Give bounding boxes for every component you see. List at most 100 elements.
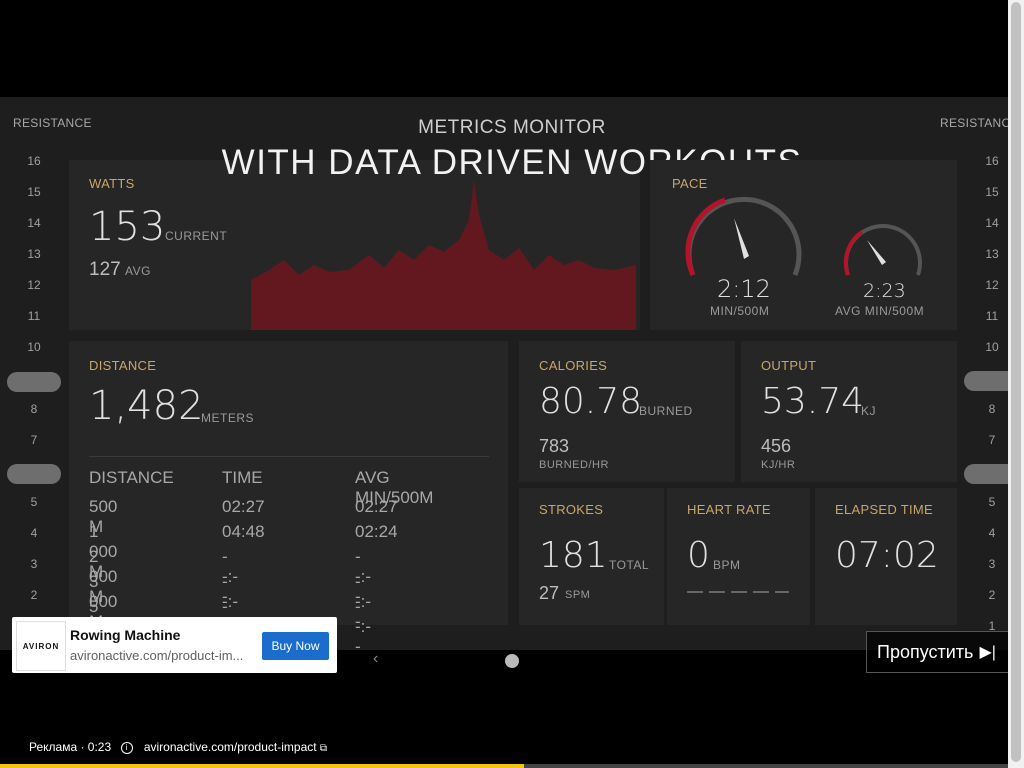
pace-value: 2:12 <box>717 275 771 303</box>
resistance-level: 11 <box>27 309 41 323</box>
output-value: 53.74 <box>761 381 865 422</box>
resistance-level: 16 <box>27 154 41 168</box>
watts-avg: 127 <box>89 259 121 280</box>
resistance-slider-knob <box>7 372 61 392</box>
resistance-level: 15 <box>27 185 41 199</box>
heart-rate-value: 0 <box>687 535 710 576</box>
split-time: --:-- <box>222 547 239 606</box>
resistance-level: 15 <box>985 185 999 199</box>
resistance-level: 12 <box>27 278 41 292</box>
resistance-level: 3 <box>988 557 996 571</box>
strokes-panel: STROKES 181 TOTAL 27 SPM <box>519 488 664 625</box>
ad-card[interactable]: AVIRON Rowing Machine avironactive.com/p… <box>12 617 337 673</box>
resistance-level: 5 <box>30 495 38 509</box>
distance-label: DISTANCE <box>89 358 157 373</box>
calories-unit: BURNED <box>639 404 693 418</box>
resistance-level: 14 <box>985 216 999 230</box>
output-panel: OUTPUT 53.74 KJ 456 KJ/HR <box>741 341 957 482</box>
elapsed-time-label: ELAPSED TIME <box>835 502 934 517</box>
info-icon[interactable]: i <box>120 741 133 754</box>
watts-chart <box>251 180 636 330</box>
resistance-level: 16 <box>985 154 999 168</box>
calories-value: 80.78 <box>539 381 643 422</box>
resistance-level: 14 <box>27 216 41 230</box>
ad-progress-bar[interactable] <box>0 764 1008 768</box>
resistance-level: 13 <box>985 247 999 261</box>
split-distance: 500 M <box>89 497 118 536</box>
calories-panel: CALORIES 80.78 BURNED 783 BURNED/HR <box>519 341 735 482</box>
split-avg: --:-- <box>355 547 372 606</box>
resistance-level: 7 <box>988 433 996 447</box>
resistance-level: 10 <box>27 340 41 354</box>
elapsed-time-value: 07:02 <box>835 535 939 576</box>
watts-panel: WATTS 153 CURRENT 127 AVG <box>69 160 640 330</box>
heart-rate-unit: BPM <box>713 558 741 572</box>
resistance-level: 13 <box>27 247 41 261</box>
ad-footer-link[interactable]: avironactive.com/product-impact <box>143 740 317 754</box>
split-avg: 02:24 <box>355 522 398 541</box>
output-rate: 456 <box>761 436 792 456</box>
output-unit: KJ <box>861 404 877 418</box>
calories-rate-unit: BURNED/HR <box>539 459 609 471</box>
strokes-value: 181 <box>539 535 608 576</box>
resistance-label-left: RESISTANCE <box>13 116 92 130</box>
ad-progress-fill <box>0 764 525 768</box>
video-title-line1: METRICS MONITOR <box>418 117 606 138</box>
calories-rate: 783 <box>539 436 570 456</box>
avg-pace-unit: AVG MIN/500M <box>835 304 925 318</box>
pace-label: PACE <box>672 176 708 191</box>
strokes-spm-unit: SPM <box>565 589 591 601</box>
watts-label: WATTS <box>89 176 135 191</box>
skip-ad-button[interactable]: Пропустить ▶| <box>866 631 1016 673</box>
resistance-level: 1 <box>988 619 996 633</box>
splits-header: TIME <box>222 468 263 487</box>
chevron-left-icon: ‹ <box>373 650 379 667</box>
ad-title[interactable]: Rowing Machine <box>70 627 181 643</box>
pace-unit: MIN/500M <box>710 304 770 318</box>
external-link-icon[interactable]: ⧉ <box>319 743 328 754</box>
heart-rate-panel: HEART RATE 0 BPM <box>667 488 810 625</box>
watts-avg-unit: AVG <box>125 264 151 278</box>
split-avg: --:-- <box>355 572 372 631</box>
distance-value: 1,482 <box>89 383 204 429</box>
output-rate-unit: KJ/HR <box>761 459 796 471</box>
avg-pace-gauge-fill <box>843 230 864 276</box>
heart-rate-dashes <box>687 591 789 593</box>
strokes-spm: 27 <box>539 583 560 603</box>
distance-unit: METERS <box>201 411 255 425</box>
resistance-slider-knob <box>964 464 1018 484</box>
ad-info-bar: Реклама · 0:23 i avironactive.com/produc… <box>29 740 327 754</box>
resistance-slider-knob <box>7 464 61 484</box>
elapsed-time-panel: ELAPSED TIME 07:02 <box>815 488 957 625</box>
avg-pace-gauge-needle <box>867 240 886 265</box>
page-scrollbar[interactable] <box>1008 0 1024 768</box>
splits-header: DISTANCE <box>89 468 174 487</box>
split-time: 04:48 <box>222 522 265 541</box>
resistance-level: 2 <box>30 588 38 602</box>
split-distance: 2 000 M <box>89 547 118 606</box>
split-avg: 02:27 <box>355 497 398 516</box>
watts-current: 153 <box>89 204 166 250</box>
aviron-logo[interactable]: AVIRON <box>16 621 66 671</box>
avg-pace-value: 2:23 <box>863 280 906 302</box>
ad-url[interactable]: avironactive.com/product-im... <box>70 648 244 663</box>
split-time: 02:27 <box>222 497 265 516</box>
buy-now-button[interactable]: Buy Now <box>262 632 329 660</box>
resistance-level: 4 <box>988 526 996 540</box>
pace-gauge-fill <box>685 197 726 277</box>
distance-panel: DISTANCE 1,482 METERS <box>69 341 508 625</box>
strokes-unit: TOTAL <box>609 558 650 572</box>
scrollbar-thumb[interactable] <box>1011 2 1021 762</box>
resistance-label-right: RESISTANCE <box>940 116 1019 130</box>
resistance-level: 2 <box>988 588 996 602</box>
resistance-level: 8 <box>30 402 38 416</box>
skip-next-icon: ▶| <box>979 644 996 661</box>
ad-label: Реклама · 0:23 <box>29 740 112 754</box>
pace-gauges <box>685 196 922 277</box>
output-label: OUTPUT <box>761 358 817 373</box>
resistance-level: 8 <box>988 402 996 416</box>
strokes-label: STROKES <box>539 502 604 517</box>
resistance-scale-left: 16 15 14 13 12 11 10 8 7 5 4 3 2 <box>19 152 49 617</box>
aviron-logo-icon <box>505 654 519 668</box>
